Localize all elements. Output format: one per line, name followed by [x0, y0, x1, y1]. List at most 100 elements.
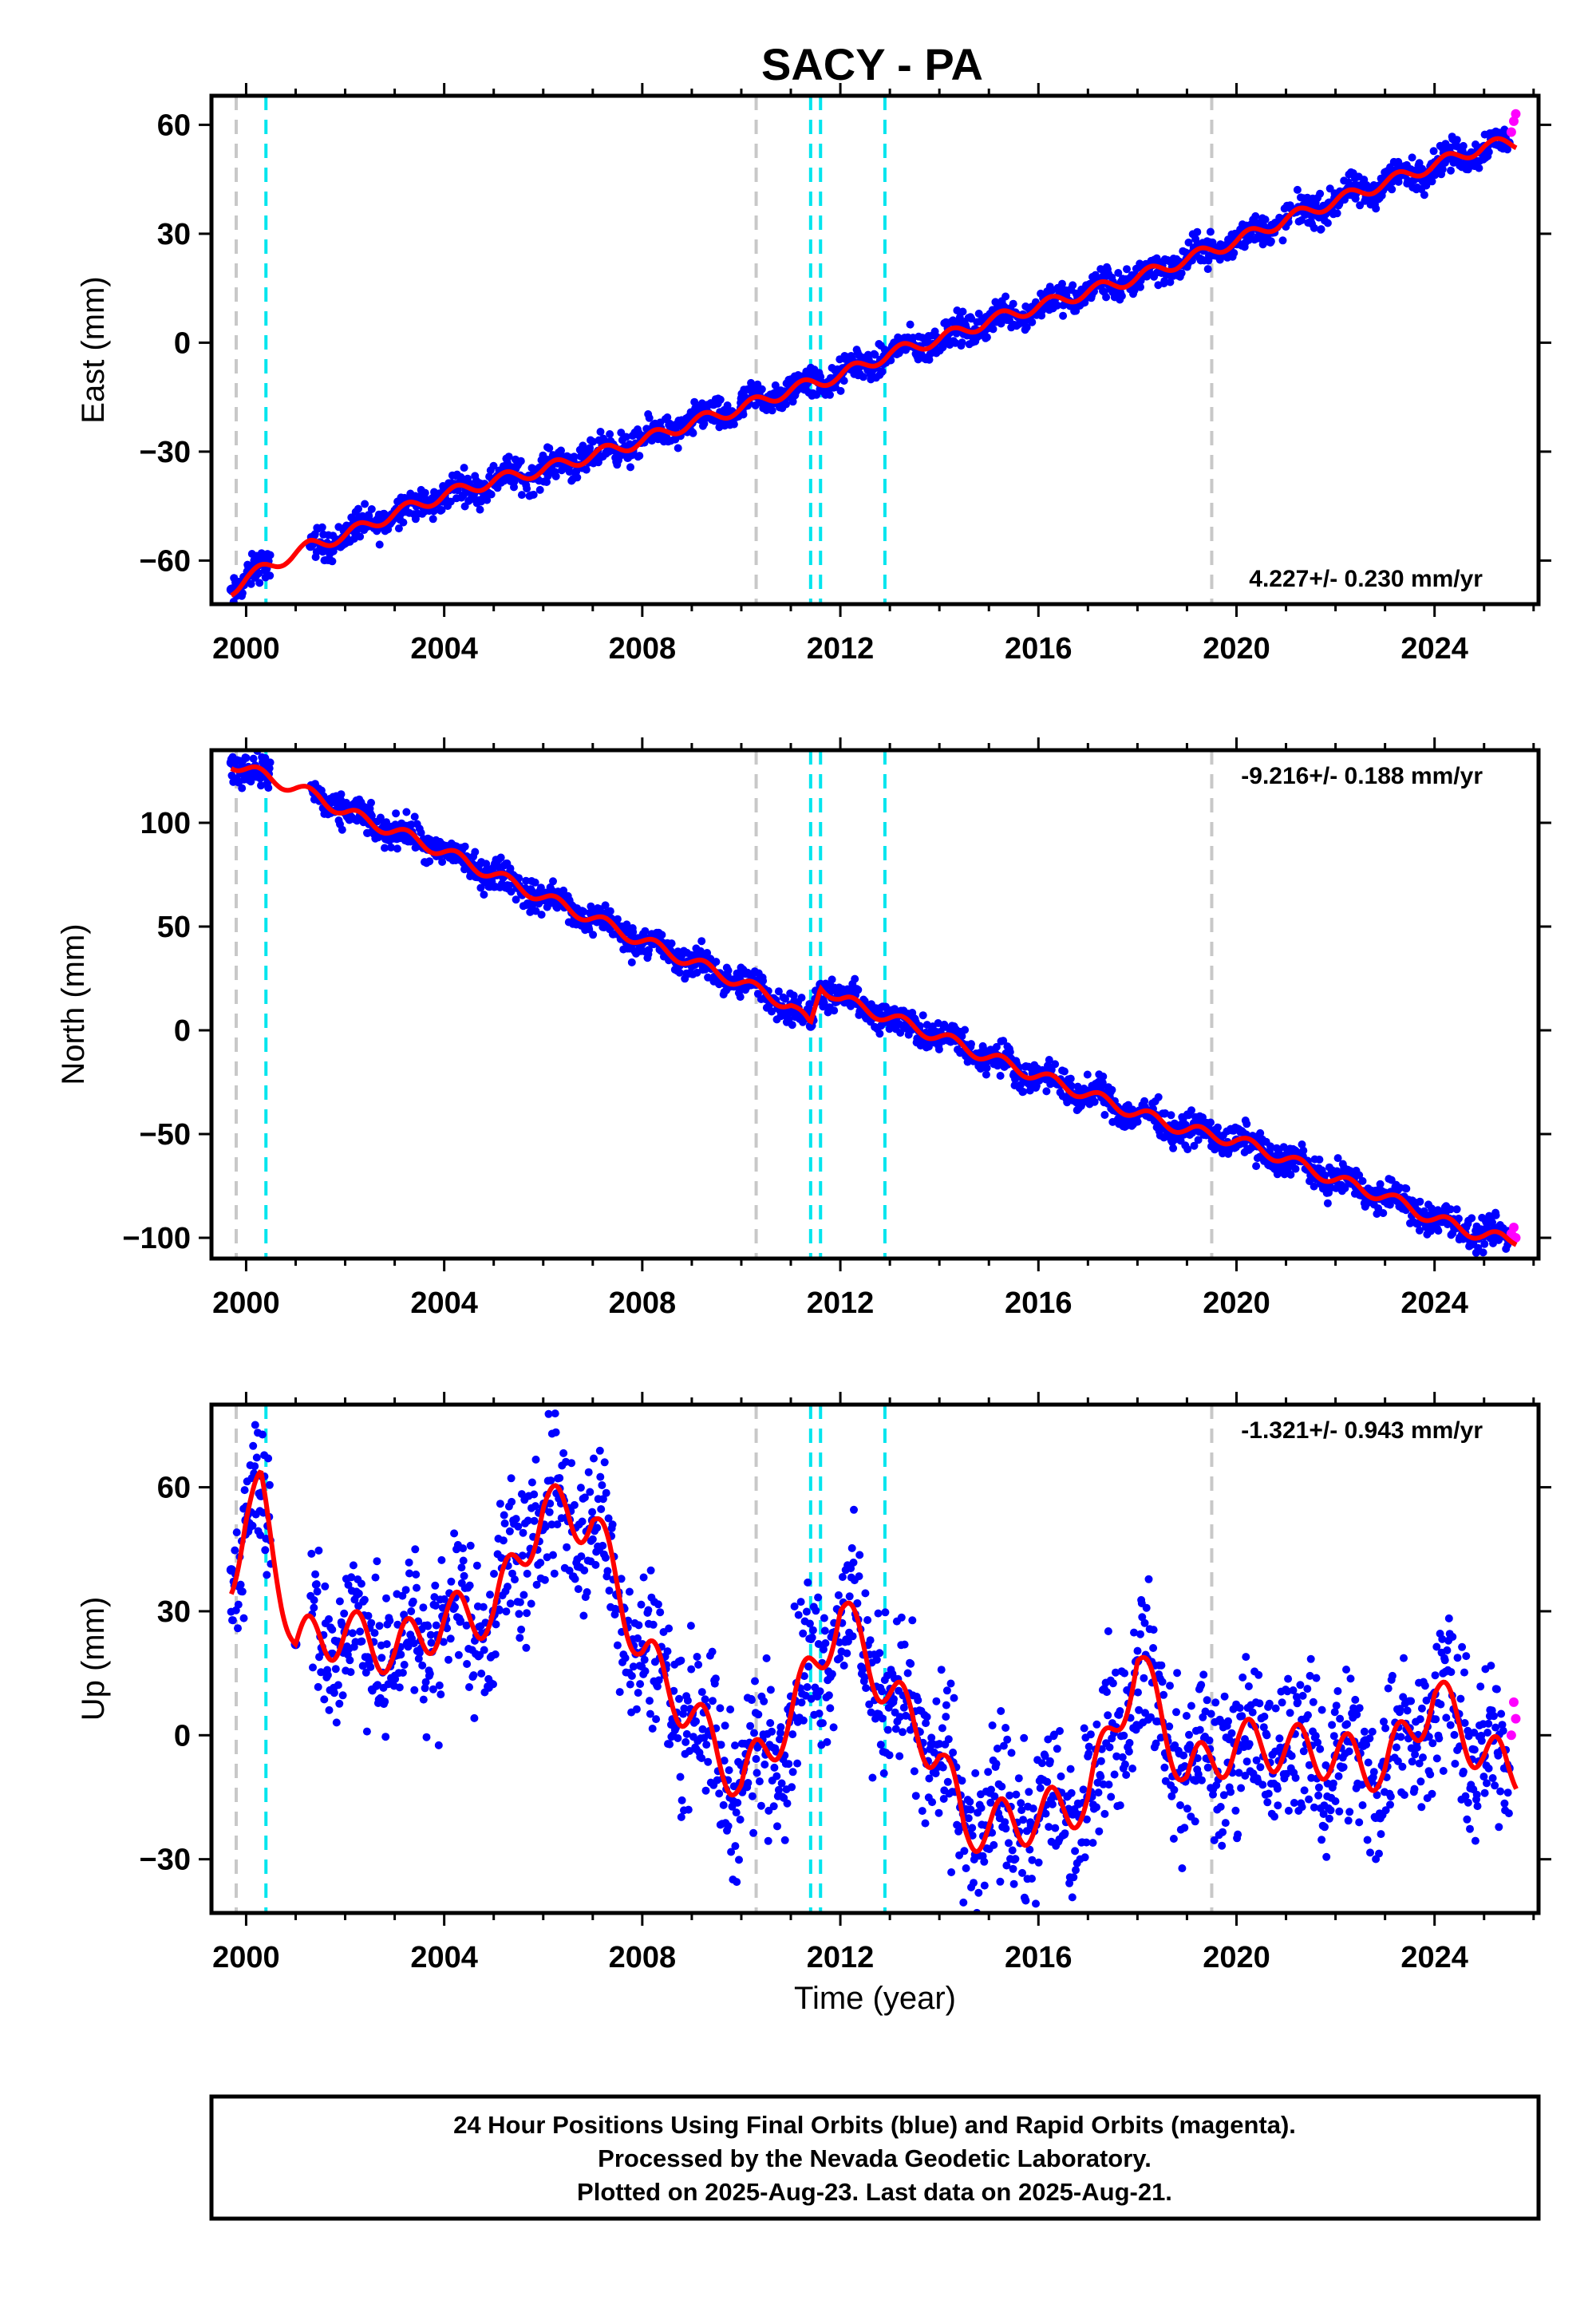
data-point	[634, 1621, 643, 1630]
x-tick-label: 2000	[212, 632, 280, 666]
data-point	[409, 1597, 417, 1606]
data-point	[258, 1430, 267, 1439]
data-point	[512, 895, 520, 904]
data-point	[465, 1683, 473, 1691]
data-point	[732, 1808, 741, 1817]
data-point	[462, 1621, 471, 1630]
data-point	[549, 877, 557, 886]
data-point	[1053, 1745, 1061, 1753]
data-point	[843, 1649, 851, 1658]
data-point	[330, 1689, 338, 1697]
data-point	[872, 1655, 881, 1664]
data-point	[868, 1773, 877, 1782]
data-point	[914, 1696, 922, 1705]
data-point	[885, 1751, 894, 1760]
data-point	[1140, 1674, 1148, 1682]
data-point	[331, 1665, 340, 1674]
data-point	[726, 1705, 735, 1713]
data-point	[967, 1040, 975, 1049]
data-point	[1100, 1809, 1109, 1818]
data-point	[1092, 1720, 1101, 1729]
data-point	[457, 1563, 466, 1572]
data-point	[1003, 1735, 1012, 1744]
data-point	[1060, 1067, 1069, 1076]
data-point	[1203, 265, 1212, 274]
data-point	[586, 1488, 595, 1496]
data-point	[251, 1421, 259, 1429]
data-point	[357, 1579, 365, 1588]
data-point	[1420, 191, 1428, 200]
data-point	[1123, 265, 1131, 274]
data-point	[774, 987, 783, 996]
data-point	[610, 1611, 619, 1618]
data-point	[596, 1472, 605, 1481]
data-point	[977, 1804, 986, 1812]
data-point	[697, 937, 706, 946]
data-point	[573, 473, 582, 482]
data-point	[646, 1566, 655, 1575]
data-point	[1454, 1215, 1463, 1223]
data-point	[500, 1511, 508, 1520]
data-point	[626, 463, 634, 472]
data-point	[523, 1516, 532, 1525]
data-point	[314, 1546, 323, 1555]
data-point	[512, 1515, 520, 1524]
data-point	[540, 1575, 549, 1584]
data-point	[532, 1580, 541, 1589]
data-point	[1310, 223, 1318, 232]
data-point	[997, 1707, 1005, 1715]
y-tick-label: 50	[157, 911, 191, 944]
data-point	[361, 1668, 370, 1677]
data-point	[987, 1785, 995, 1794]
data-point	[597, 1505, 606, 1513]
data-point	[768, 1727, 776, 1736]
data-point	[1104, 1627, 1112, 1635]
data-point	[515, 1610, 523, 1618]
data-point	[838, 1573, 847, 1581]
data-point	[239, 1614, 248, 1622]
data-point	[340, 1609, 349, 1618]
data-point	[925, 1774, 934, 1783]
data-point	[788, 1730, 797, 1739]
data-point	[377, 1654, 386, 1662]
data-point	[938, 1763, 947, 1772]
data-point	[1088, 1839, 1097, 1848]
data-point	[1402, 1184, 1411, 1193]
data-point	[546, 1500, 555, 1508]
data-point	[652, 1715, 661, 1724]
data-point	[530, 1490, 539, 1499]
data-point	[251, 1462, 259, 1471]
data-point	[1388, 185, 1396, 194]
data-point	[459, 1544, 468, 1553]
data-point	[641, 1667, 650, 1675]
data-point	[696, 947, 705, 955]
rapid-point	[1508, 116, 1519, 126]
data-point	[946, 1679, 955, 1688]
x-tick-label: 2012	[807, 1286, 875, 1320]
x-tick-label: 2016	[1005, 1286, 1073, 1320]
data-point	[476, 505, 484, 514]
data-point	[531, 907, 540, 915]
data-point	[579, 1611, 588, 1620]
data-point	[444, 1655, 452, 1664]
data-point	[634, 1634, 642, 1642]
data-point	[967, 314, 976, 323]
data-point	[698, 1725, 707, 1733]
data-point	[828, 975, 836, 984]
data-point	[1072, 1866, 1080, 1875]
data-point	[847, 1543, 856, 1552]
rapid-point	[1511, 1233, 1521, 1243]
data-point	[1128, 1765, 1137, 1773]
data-point	[937, 1666, 946, 1674]
data-point	[733, 1798, 742, 1807]
data-point	[531, 1455, 540, 1464]
data-point	[450, 1529, 459, 1538]
data-point	[1480, 1239, 1489, 1248]
data-point	[427, 1638, 436, 1647]
data-point	[506, 1599, 515, 1608]
data-point	[312, 1580, 321, 1588]
data-point	[982, 333, 991, 342]
data-point	[439, 1638, 448, 1646]
data-point	[871, 350, 879, 359]
data-point	[716, 1704, 725, 1713]
